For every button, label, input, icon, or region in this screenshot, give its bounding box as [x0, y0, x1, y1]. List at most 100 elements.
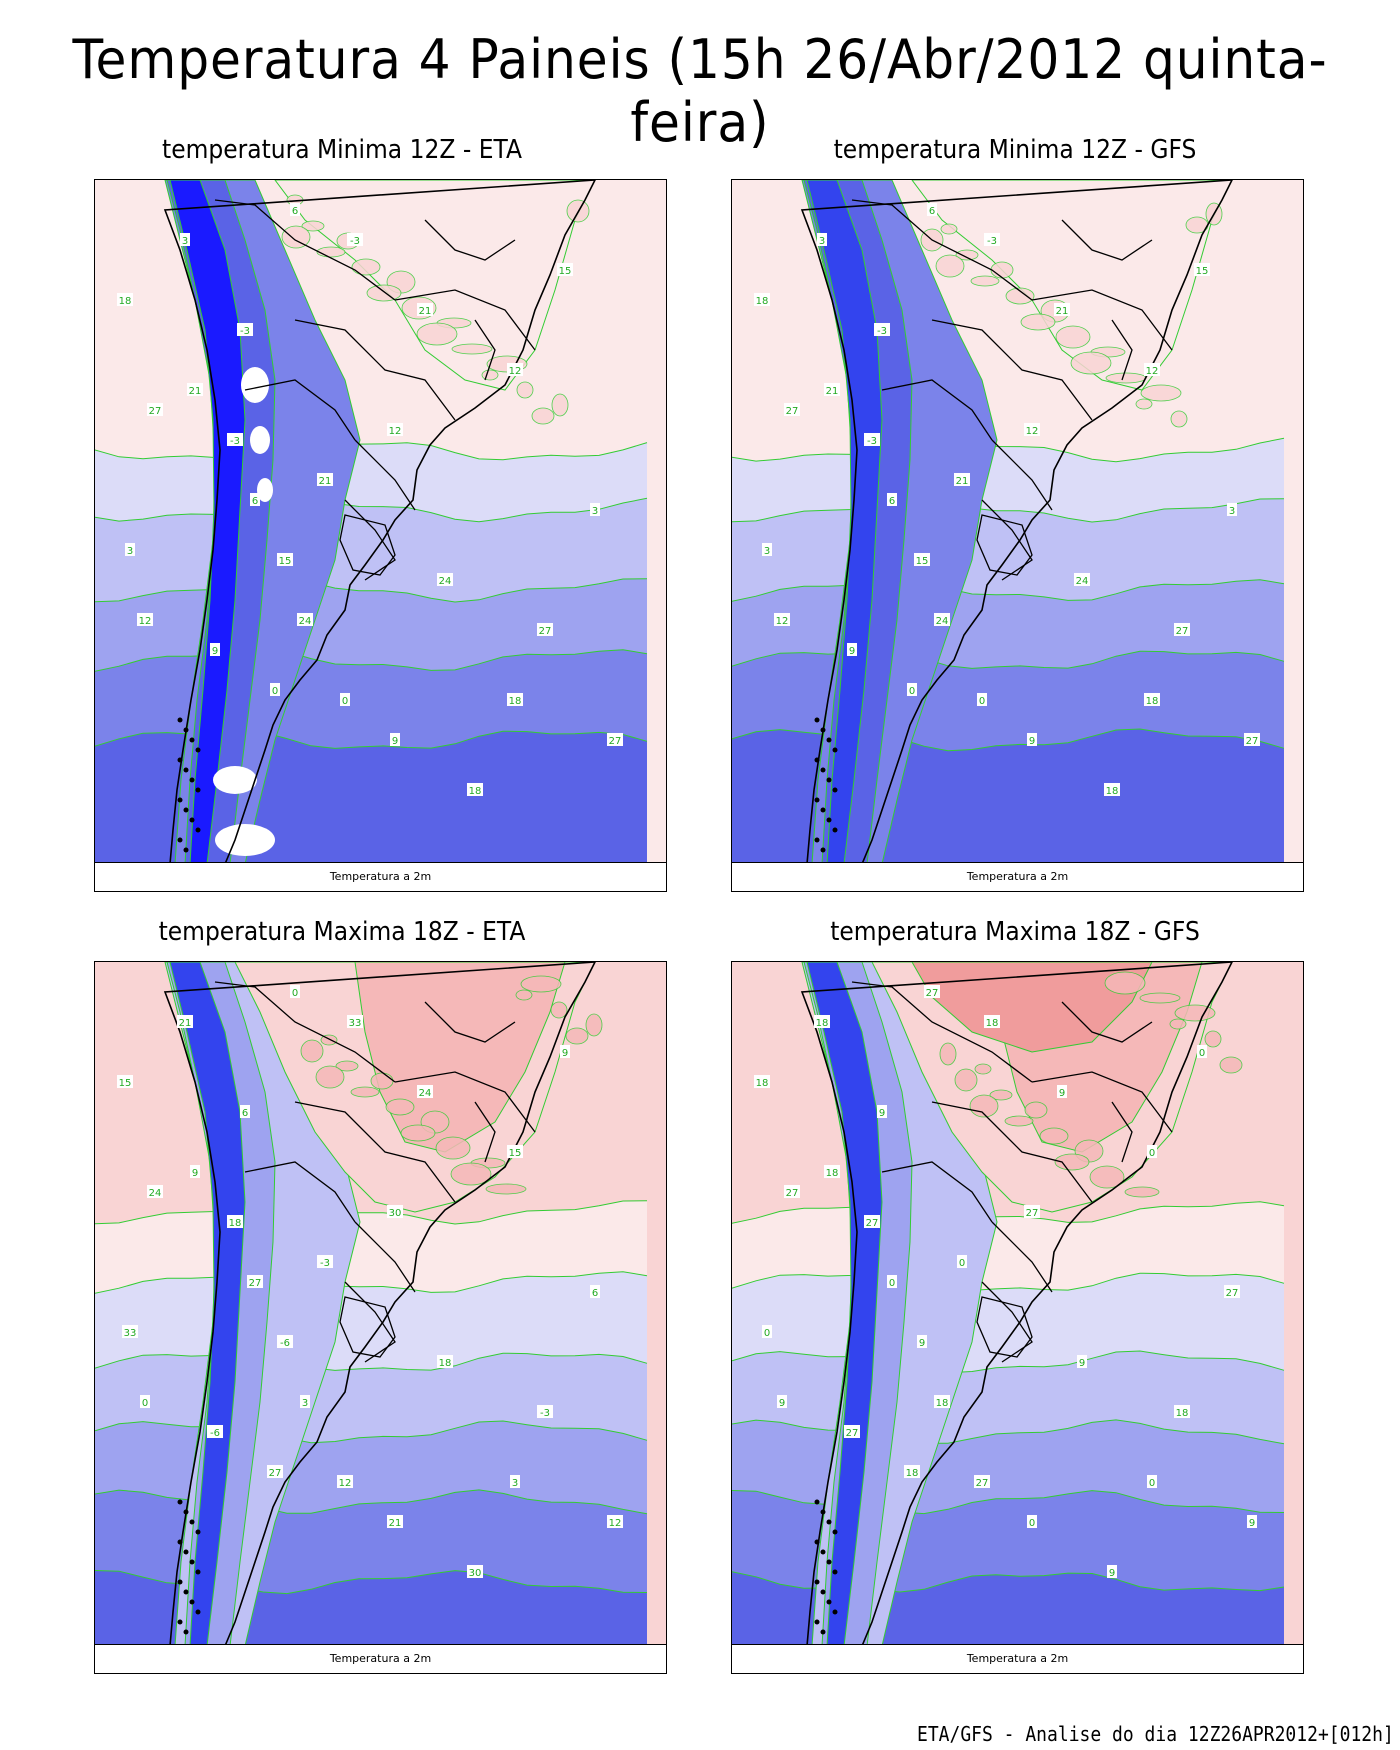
contour-label: 21 [187, 383, 203, 397]
svg-text:3: 3 [592, 506, 598, 517]
svg-text:21: 21 [1056, 306, 1069, 317]
svg-text:3: 3 [764, 546, 770, 557]
contour-label: 27 [267, 1465, 283, 1479]
contour-label: 18 [1174, 1405, 1190, 1419]
contour-label: 9 [917, 1335, 927, 1349]
contour-label: 18 [467, 783, 483, 797]
contour-label: 27 [1244, 733, 1260, 747]
svg-text:9: 9 [1059, 1088, 1065, 1099]
contour-label: 27 [844, 1425, 860, 1439]
contour-label: 6 [927, 203, 937, 217]
contour-label: 27 [784, 403, 800, 417]
svg-text:6: 6 [242, 1108, 248, 1119]
contour-label: 21 [824, 383, 840, 397]
svg-text:-3: -3 [987, 236, 997, 247]
contour-label: 9 [1107, 1565, 1117, 1579]
contour-label: 12 [1144, 363, 1160, 377]
contour-label: 9 [1057, 1085, 1067, 1099]
svg-text:18: 18 [756, 296, 769, 307]
svg-text:21: 21 [319, 476, 332, 487]
svg-text:24: 24 [439, 576, 452, 587]
panel-title-max-eta: temperatura Maxima 18Z - ETA [158, 917, 526, 947]
svg-text:6: 6 [592, 1288, 598, 1299]
svg-text:3: 3 [512, 1478, 518, 1489]
svg-text:15: 15 [559, 266, 572, 277]
svg-text:18: 18 [826, 1168, 839, 1179]
svg-text:18: 18 [816, 1018, 829, 1029]
legend-caption: Temperatura a 2m [732, 862, 1303, 891]
svg-text:21: 21 [826, 386, 839, 397]
svg-text:18: 18 [119, 296, 132, 307]
svg-text:27: 27 [866, 1218, 879, 1229]
contour-label: 30 [467, 1565, 483, 1579]
svg-text:18: 18 [906, 1468, 919, 1479]
svg-text:24: 24 [149, 1188, 162, 1199]
contour-label: 27 [1224, 1285, 1240, 1299]
contour-label: 12 [137, 613, 153, 627]
contour-label: 18 [437, 1355, 453, 1369]
map-panel-max-gfs: 18 27 0 9 18 27 0 9 18 27 0 9 18 27 0 9 18 27 0 9 18 27 0 9 18 27… [731, 961, 1304, 1674]
contour-label: 3 [590, 503, 600, 517]
contour-label: 33 [347, 1015, 363, 1029]
temperature-map-max-gfs: 18 27 0 9 18 27 0 9 18 27 0 9 18 27 0 9 18 27 0 9 18 27 0 9 18 27… [732, 962, 1303, 1646]
svg-text:-3: -3 [540, 1408, 550, 1419]
contour-label: 0 [290, 985, 300, 999]
contour-label: 21 [1054, 303, 1070, 317]
contour-label: 9 [847, 643, 857, 657]
svg-text:12: 12 [776, 616, 789, 627]
svg-text:9: 9 [1079, 1358, 1085, 1369]
svg-text:0: 0 [292, 988, 298, 999]
contour-label: 12 [607, 1515, 623, 1529]
contour-label: 27 [537, 623, 553, 637]
svg-text:6: 6 [292, 206, 298, 217]
svg-text:27: 27 [846, 1428, 859, 1439]
contour-label: 6 [290, 203, 300, 217]
temperature-map-min-gfs: 18 27 3 12 21 -3 6 15 24 0 9 18 27 3 12 21 -3 6 15 24 0 9 18 27… [732, 180, 1303, 864]
temperature-map-max-eta: 15 24 33 0 9 18 27 -6 3 12 21 30 -3 6 15 24 33 0 9 18 27 -6 3 1… [95, 962, 666, 1646]
panel-title-max-gfs: temperatura Maxima 18Z - GFS [830, 917, 1200, 947]
contour-label: 9 [1247, 1515, 1257, 1529]
svg-text:27: 27 [249, 1278, 262, 1289]
svg-text:6: 6 [929, 206, 935, 217]
contour-label: 27 [924, 985, 940, 999]
svg-text:21: 21 [179, 1018, 192, 1029]
contour-label: 24 [1074, 573, 1090, 587]
contour-label: 6 [590, 1285, 600, 1299]
svg-text:18: 18 [756, 1078, 769, 1089]
contour-label: -3 [864, 433, 880, 447]
contour-label: 15 [507, 1145, 523, 1159]
svg-text:27: 27 [926, 988, 939, 999]
svg-text:9: 9 [1249, 1518, 1255, 1529]
svg-text:18: 18 [986, 1018, 999, 1029]
svg-text:27: 27 [149, 406, 162, 417]
svg-text:21: 21 [389, 1518, 402, 1529]
contour-label: 15 [1194, 263, 1210, 277]
contour-label: -3 [317, 1255, 333, 1269]
svg-text:12: 12 [339, 1478, 352, 1489]
svg-text:-3: -3 [867, 436, 877, 447]
svg-text:6: 6 [889, 496, 895, 507]
contour-label: 9 [390, 733, 400, 747]
contour-label: -3 [237, 323, 253, 337]
svg-text:0: 0 [1149, 1148, 1155, 1159]
contour-label: 18 [1144, 693, 1160, 707]
contour-label: 18 [117, 293, 133, 307]
svg-text:12: 12 [1146, 366, 1159, 377]
contour-label: 0 [977, 693, 987, 707]
svg-text:9: 9 [779, 1398, 785, 1409]
contour-label: 0 [1147, 1145, 1157, 1159]
map-panel-max-eta: 15 24 33 0 9 18 27 -6 3 12 21 30 -3 6 15 24 33 0 9 18 27 -6 3 1… [94, 961, 667, 1674]
svg-text:0: 0 [1199, 1048, 1205, 1059]
svg-text:0: 0 [272, 686, 278, 697]
contour-label: 12 [774, 613, 790, 627]
svg-text:15: 15 [279, 556, 292, 567]
contour-label: -3 [227, 433, 243, 447]
svg-text:3: 3 [182, 236, 188, 247]
contour-label: 18 [1104, 783, 1120, 797]
svg-text:30: 30 [389, 1208, 402, 1219]
svg-text:-3: -3 [350, 236, 360, 247]
contour-label: 27 [1024, 1205, 1040, 1219]
svg-text:18: 18 [509, 696, 522, 707]
svg-text:9: 9 [562, 1048, 568, 1059]
contour-label: 0 [270, 683, 280, 697]
